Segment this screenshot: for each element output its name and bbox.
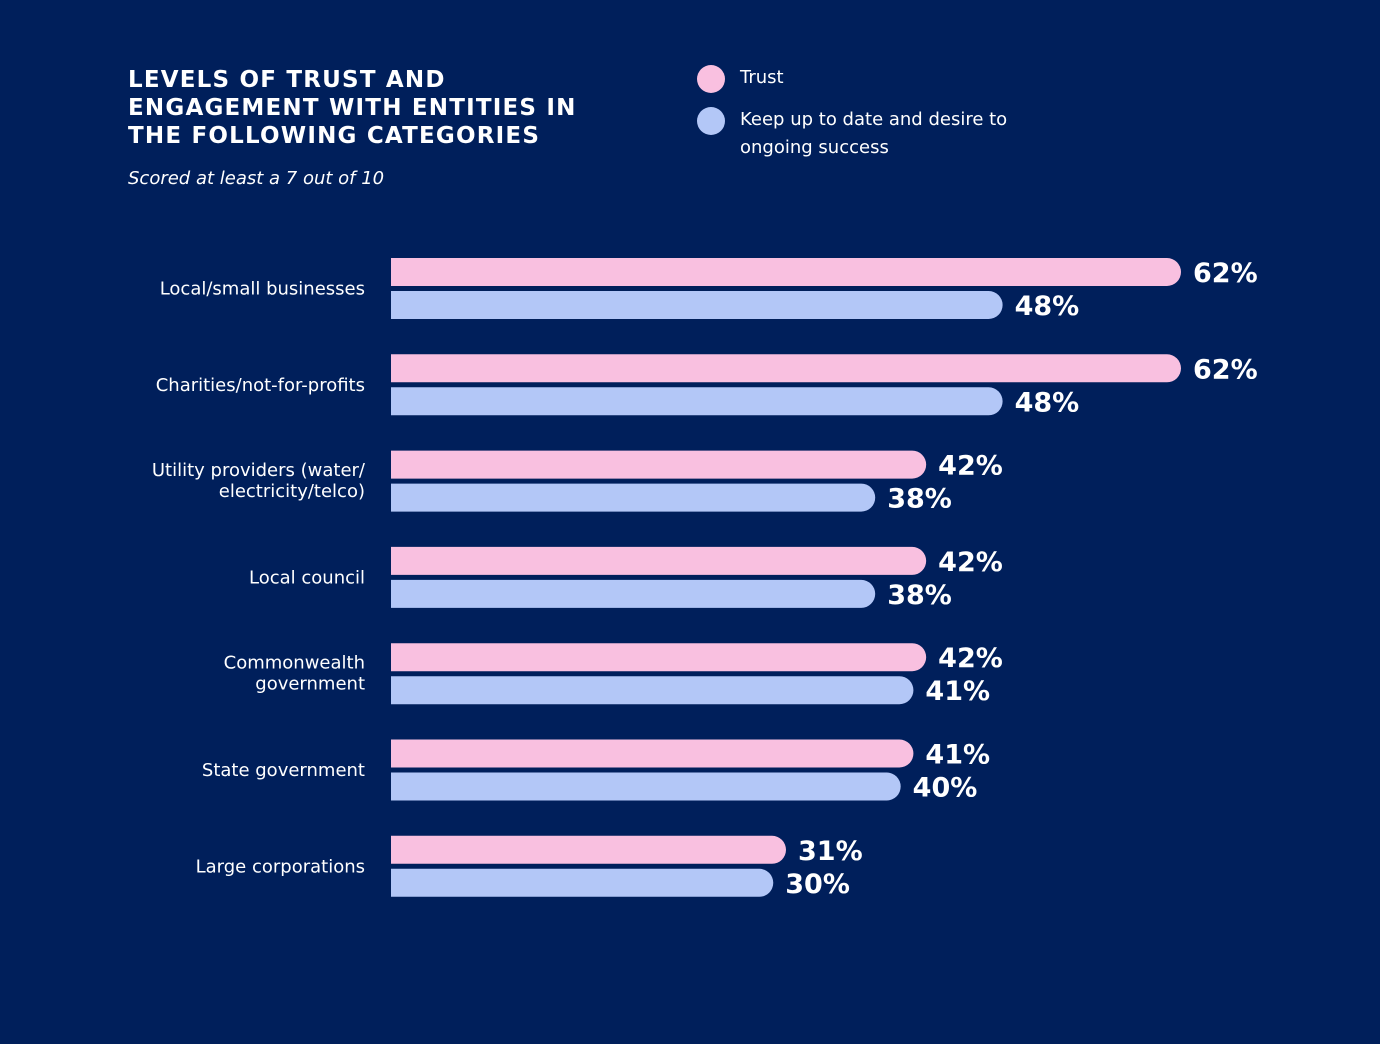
bar-trust bbox=[391, 643, 927, 672]
value-label-engagement: 40% bbox=[913, 773, 978, 804]
value-label-engagement: 48% bbox=[1015, 387, 1080, 418]
value-label-trust: 42% bbox=[938, 643, 1003, 674]
value-label-engagement: 30% bbox=[785, 869, 850, 900]
value-label-trust: 41% bbox=[925, 740, 990, 771]
category-label: Local council bbox=[249, 567, 365, 588]
category-label: Local/small businesses bbox=[160, 279, 365, 300]
value-label-trust: 42% bbox=[938, 547, 1003, 578]
legend-label-engagement: Keep up to date and desire to ongoing su… bbox=[740, 109, 1008, 158]
value-label-trust: 62% bbox=[1193, 354, 1258, 385]
value-label-engagement: 41% bbox=[925, 676, 990, 707]
bar-engagement bbox=[391, 772, 901, 801]
value-label-trust: 31% bbox=[798, 836, 863, 867]
chart-title: LEVELS OF TRUST AND ENGAGEMENT WITH ENTI… bbox=[128, 67, 577, 149]
value-label-engagement: 38% bbox=[887, 484, 952, 515]
category-label: State government bbox=[202, 760, 365, 781]
bar-engagement bbox=[391, 291, 1003, 319]
legend-label-trust: Trust bbox=[740, 67, 784, 88]
bar-trust bbox=[391, 835, 787, 864]
chart-subtitle: Scored at least a 7 out of 10 bbox=[128, 168, 385, 189]
bar-trust bbox=[391, 258, 1181, 286]
category-label: Commonwealth government bbox=[224, 653, 365, 695]
category-label: Charities/not-for-profits bbox=[156, 375, 365, 396]
value-label-trust: 42% bbox=[938, 451, 1003, 482]
bar-engagement bbox=[391, 483, 876, 512]
legend-swatch-trust bbox=[697, 65, 725, 93]
bar-engagement bbox=[391, 676, 914, 705]
value-label-engagement: 38% bbox=[887, 580, 952, 611]
legend-swatch-engagement bbox=[697, 107, 725, 135]
value-label-engagement: 48% bbox=[1015, 291, 1080, 322]
value-label-trust: 62% bbox=[1193, 258, 1258, 289]
bar-engagement bbox=[391, 579, 876, 608]
category-label: Utility providers (water/electricity/tel… bbox=[152, 460, 366, 502]
bar-trust bbox=[391, 739, 914, 768]
bar-trust bbox=[391, 546, 927, 575]
bar-trust bbox=[391, 450, 927, 479]
bar-engagement bbox=[391, 868, 774, 897]
bar-engagement bbox=[391, 387, 1003, 416]
category-label: Large corporations bbox=[196, 856, 365, 877]
bar-trust bbox=[391, 354, 1181, 383]
